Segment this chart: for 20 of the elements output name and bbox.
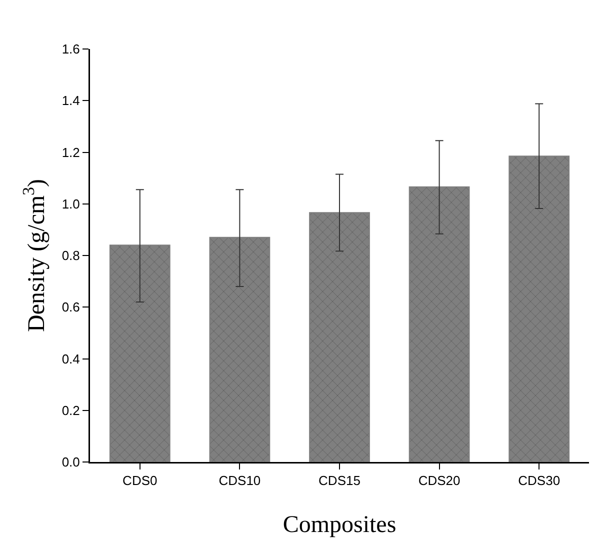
y-tick-label: 1.6 [62, 42, 80, 57]
bar [109, 244, 170, 462]
y-tick-label: 1.0 [62, 196, 80, 212]
y-tick-label: 0.6 [62, 300, 80, 315]
y-tick-label: 0.4 [62, 351, 80, 366]
x-tick-label: CDS15 [318, 473, 360, 488]
bar [408, 186, 470, 462]
y-tick-label: 1.2 [62, 144, 80, 160]
y-tick-label: 0.2 [62, 402, 80, 418]
x-tick-label: CDS10 [218, 473, 261, 488]
bar [309, 212, 370, 462]
x-axis-title: Composites [282, 512, 396, 538]
x-tick-label: CDS20 [418, 473, 460, 488]
bar [209, 236, 270, 462]
x-tick-label: CDS30 [518, 473, 560, 488]
x-tick-label: CDS0 [122, 473, 158, 488]
y-tick-label: 0.0 [62, 454, 80, 470]
bar [508, 156, 570, 462]
y-tick-label: 0.8 [62, 248, 80, 264]
y-tick-label: 1.4 [62, 93, 80, 108]
